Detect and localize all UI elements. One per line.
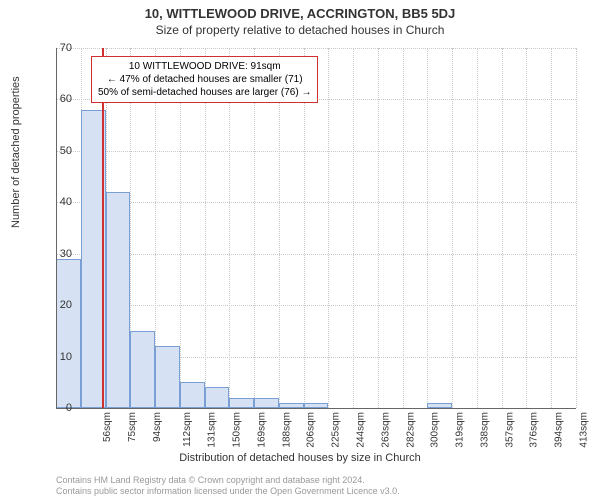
x-tick-label: 188sqm <box>281 412 292 448</box>
x-tick-label: 376sqm <box>529 412 540 448</box>
gridline-h <box>56 305 576 306</box>
histogram-bar <box>106 192 131 408</box>
x-tick-label: 244sqm <box>356 412 367 448</box>
gridline-v <box>403 48 404 408</box>
x-tick-label: 169sqm <box>257 412 268 448</box>
gridline-v <box>353 48 354 408</box>
x-tick-label: 338sqm <box>479 412 490 448</box>
y-tick-label: 60 <box>32 93 72 105</box>
y-axis-title: Number of detached properties <box>10 76 22 228</box>
x-tick-label: 112sqm <box>182 412 193 447</box>
gridline-v <box>526 48 527 408</box>
y-tick-label: 70 <box>32 42 72 54</box>
gridline-v <box>328 48 329 408</box>
chart-footer: Contains HM Land Registry data © Crown c… <box>56 475 400 498</box>
chart-container: 10, WITTLEWOOD DRIVE, ACCRINGTON, BB5 5D… <box>0 0 600 500</box>
plot-area: 10 WITTLEWOOD DRIVE: 91sqm← 47% of detac… <box>56 48 576 408</box>
y-tick-label: 40 <box>32 196 72 208</box>
gridline-v <box>378 48 379 408</box>
chart-subtitle: Size of property relative to detached ho… <box>0 21 600 37</box>
histogram-bar <box>205 387 230 408</box>
footer-line-1: Contains HM Land Registry data © Crown c… <box>56 475 400 487</box>
y-tick-label: 20 <box>32 299 72 311</box>
x-tick-label: 413sqm <box>578 412 589 448</box>
x-tick-label: 75sqm <box>127 412 138 442</box>
annotation-line: 10 WITTLEWOOD DRIVE: 91sqm <box>98 60 311 73</box>
gridline-v <box>502 48 503 408</box>
annotation-line: ← 47% of detached houses are smaller (71… <box>98 73 311 86</box>
x-tick-label: 282sqm <box>405 412 416 448</box>
x-tick-label: 319sqm <box>455 412 466 448</box>
gridline-v <box>427 48 428 408</box>
x-tick-label: 56sqm <box>102 412 113 442</box>
x-axis-title: Distribution of detached houses by size … <box>0 452 600 464</box>
y-tick-label: 30 <box>32 248 72 260</box>
gridline-v <box>576 48 577 408</box>
x-tick-label: 394sqm <box>554 412 565 448</box>
y-tick-label: 0 <box>32 402 72 414</box>
histogram-bar <box>180 382 205 408</box>
gridline-v <box>551 48 552 408</box>
histogram-bar <box>254 398 279 408</box>
x-tick-label: 150sqm <box>232 412 243 448</box>
chart-title: 10, WITTLEWOOD DRIVE, ACCRINGTON, BB5 5D… <box>0 0 600 21</box>
annotation-box: 10 WITTLEWOOD DRIVE: 91sqm← 47% of detac… <box>91 56 318 103</box>
x-tick-label: 263sqm <box>380 412 391 448</box>
x-tick-label: 300sqm <box>430 412 441 448</box>
gridline-v <box>477 48 478 408</box>
x-tick-label: 131sqm <box>207 412 218 448</box>
y-tick-label: 50 <box>32 145 72 157</box>
histogram-bar <box>155 346 180 408</box>
gridline-h <box>56 151 576 152</box>
footer-line-2: Contains public sector information licen… <box>56 486 400 498</box>
x-axis-line <box>56 408 576 409</box>
histogram-bar <box>229 398 254 408</box>
y-tick-label: 10 <box>32 351 72 363</box>
histogram-bar <box>56 259 81 408</box>
gridline-h <box>56 48 576 49</box>
x-tick-label: 225sqm <box>331 412 342 448</box>
gridline-h <box>56 254 576 255</box>
gridline-v <box>452 48 453 408</box>
x-tick-label: 357sqm <box>504 412 515 448</box>
x-tick-label: 206sqm <box>306 412 317 448</box>
annotation-line: 50% of semi-detached houses are larger (… <box>98 86 311 99</box>
x-tick-label: 94sqm <box>152 412 163 442</box>
histogram-bar <box>130 331 155 408</box>
gridline-h <box>56 202 576 203</box>
